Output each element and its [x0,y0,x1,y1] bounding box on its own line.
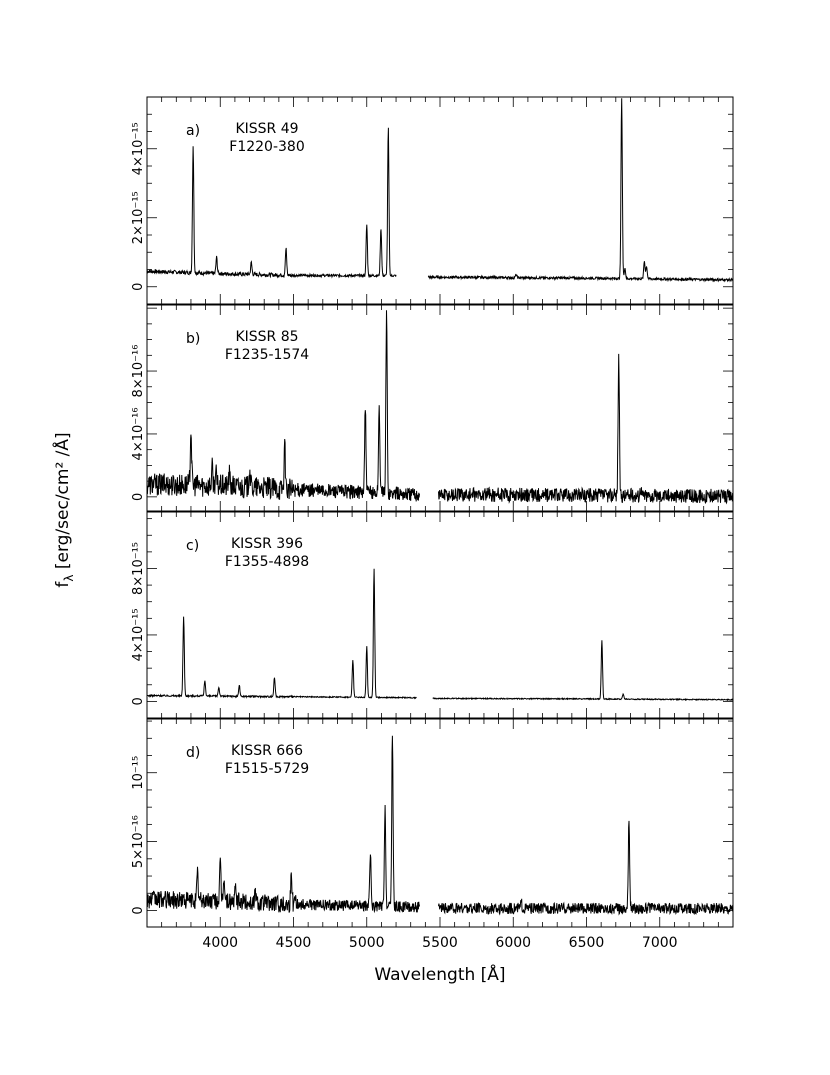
object-name-label: KISSR 85 [235,329,298,345]
y-tick-label: 4×10⁻¹⁵ [131,122,146,175]
spectrum-panel: 0 4×10⁻¹⁶ 8×10⁻¹⁶ b) KISSR 85 F1235-1574 [131,304,734,512]
y-axis-label-unit: [erg/sec/cm² /Å] [51,432,73,574]
spectrum-panel: 0 2×10⁻¹⁵ 4×10⁻¹⁵ a) KISSR 49 F1220-380 [131,96,734,305]
y-tick-label: 10⁻¹⁵ [131,756,146,790]
object-id-label: F1235-1574 [225,347,309,363]
y-tick-label: 8×10⁻¹⁵ [131,542,146,595]
panel-letter-label: d) [186,745,200,761]
spectrum-trace [427,98,734,283]
object-name-label: KISSR 396 [231,536,303,552]
x-axis-label: Wavelength [Å] [374,963,505,985]
spectrum-trace [146,127,397,279]
y-tick-label: 0 [131,493,146,501]
spectrum-trace [432,640,734,702]
x-tick-label: 6000 [495,935,531,951]
panel-letter-label: b) [186,331,200,347]
spectrum-panel: 0 5×10⁻¹⁶ 10⁻¹⁵ d) KISSR 666 F1515-5729 [131,718,734,928]
x-tick-label: 5500 [422,935,458,951]
y-tick-label: 5×10⁻¹⁶ [131,815,146,868]
x-tick-label: 4500 [276,935,312,951]
object-id-label: F1355-4898 [225,554,309,570]
object-name-label: KISSR 49 [235,121,298,137]
object-name-label: KISSR 666 [231,743,303,759]
panel-letter-label: a) [186,123,200,139]
y-axis-label: fλ [erg/sec/cm² /Å] [51,432,76,587]
y-tick-label: 4×10⁻¹⁵ [131,608,146,661]
spectrum-trace [438,353,734,505]
y-tick-label: 4×10⁻¹⁶ [131,407,146,460]
spectrum-trace [146,735,420,914]
y-tick-label: 2×10⁻¹⁵ [131,191,146,244]
y-axis-label-symbol: f [53,581,73,588]
object-id-label: F1515-5729 [225,761,309,777]
x-tick-label: 7000 [642,935,678,951]
x-tick-label: 4000 [202,935,238,951]
x-tick-label: 6500 [569,935,605,951]
spectrum-panel: 0 4×10⁻¹⁵ 8×10⁻¹⁵ c) KISSR 396 F1355-4898 [131,511,734,719]
object-id-label: F1220-380 [229,139,304,155]
spectrum-trace [146,310,420,502]
spectrum-trace [146,568,417,700]
panel-letter-label: c) [186,538,199,554]
y-tick-label: 0 [131,283,146,291]
y-tick-label: 0 [131,697,146,705]
spectrum-trace [438,820,734,916]
x-tick-label: 5000 [349,935,385,951]
y-tick-label: 8×10⁻¹⁶ [131,345,146,398]
y-tick-label: 0 [131,906,146,914]
panels-group: 0 2×10⁻¹⁵ 4×10⁻¹⁵ a) KISSR 49 F1220-380 0 4×10⁻… [131,96,734,951]
y-axis-label-subscript: λ [62,575,76,582]
